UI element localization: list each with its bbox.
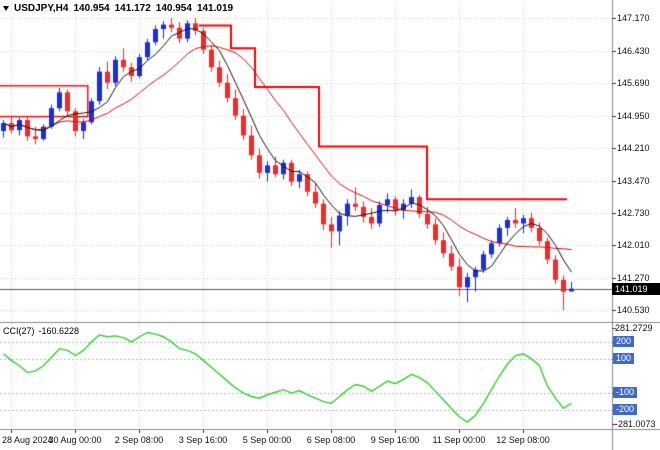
cci-level-badge: -200 bbox=[613, 404, 638, 416]
cci-indicator-label: CCI(27) -160.6228 bbox=[3, 326, 79, 336]
price-axis-label: 144.210 bbox=[617, 143, 650, 154]
symbol-period-label: USDJPY,H4 bbox=[14, 3, 69, 14]
price-axis-label: 140.530 bbox=[617, 305, 650, 316]
time-axis-label: 5 Sep 00:00 bbox=[242, 435, 292, 445]
time-axis-label: 11 Sep 00:00 bbox=[432, 435, 486, 445]
cci-name: CCI(27) bbox=[3, 326, 35, 336]
cci-axis-label: -281.0073 bbox=[615, 418, 656, 429]
cci-current-value: -160.6228 bbox=[38, 326, 80, 336]
price-axis-label: 141.270 bbox=[617, 272, 650, 283]
cci-level-badge: 200 bbox=[613, 335, 635, 347]
price-axis-label: 142.010 bbox=[617, 240, 650, 251]
high-value: 141.172 bbox=[114, 3, 151, 14]
open-value: 140.954 bbox=[73, 3, 110, 14]
time-axis-label: 30 Aug 00:00 bbox=[48, 435, 102, 445]
price-axis-label: 147.170 bbox=[617, 13, 650, 23]
cci-level-badge: -100 bbox=[613, 387, 638, 399]
price-axis-label: 143.470 bbox=[617, 175, 650, 186]
chart-ohlc-title: USDJPY,H4 140.954 141.172 140.954 141.01… bbox=[3, 3, 233, 14]
low-value: 140.954 bbox=[155, 3, 192, 14]
close-value: 141.019 bbox=[196, 3, 234, 14]
price-axis-label: 144.950 bbox=[617, 110, 650, 121]
time-axis-label: 6 Sep 08:00 bbox=[306, 435, 356, 445]
symbol-marker-icon bbox=[3, 6, 9, 11]
price-axis-label: 142.730 bbox=[617, 208, 650, 219]
cci-level-badge: 100 bbox=[613, 352, 635, 364]
price-axis-label: 146.430 bbox=[617, 45, 650, 56]
panel-splitter[interactable] bbox=[0, 321, 660, 324]
cci-axis-label: 281.2729 bbox=[615, 322, 653, 333]
time-axis-label: 12 Sep 08:00 bbox=[496, 435, 550, 445]
time-axis-label: 2 Sep 08:00 bbox=[114, 435, 164, 445]
current-price-badge: 141.019 bbox=[612, 282, 660, 295]
time-axis-label: 3 Sep 16:00 bbox=[178, 435, 228, 445]
price-axis-label: 145.690 bbox=[617, 78, 650, 89]
time-axis-label: 28 Aug 2024 bbox=[2, 435, 53, 445]
time-axis-label: 9 Sep 16:00 bbox=[370, 435, 420, 445]
